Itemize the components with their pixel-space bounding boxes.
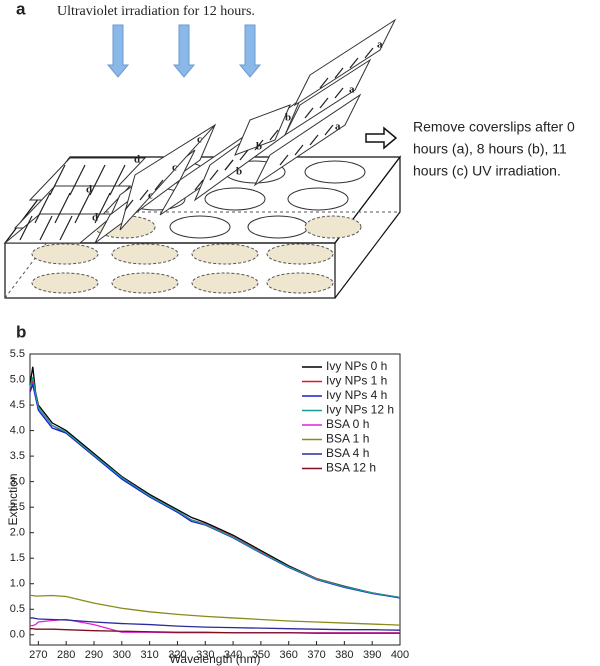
note-line: Remove coverslips after 0 — [413, 119, 575, 135]
x-tick-label: 310 — [140, 649, 158, 661]
y-tick-label: 5.0 — [10, 373, 25, 385]
series-line — [30, 594, 401, 626]
y-tick-label: 3.0 — [10, 476, 25, 488]
slide-label: b — [236, 166, 242, 178]
plot-frame — [29, 353, 401, 646]
legend-label: Ivy NPs 0 h — [326, 359, 387, 373]
slide-label: a — [335, 121, 341, 133]
well-plate — [3, 18, 402, 299]
legend-label: BSA 1 h — [326, 432, 369, 446]
x-axis-label: Wavelength (nm) — [170, 652, 261, 666]
series-line — [29, 376, 401, 599]
x-tick-label: 270 — [29, 649, 47, 661]
series-line — [30, 617, 401, 631]
note: Remove coverslips after 0 hours (a), 8 ho… — [413, 119, 575, 179]
panel-b-chart: b 270 280 290 300 310 320 330 340 350 360 370 380 390… — [6, 322, 409, 666]
slide-label: a — [377, 39, 383, 51]
slide-label: b — [256, 141, 262, 153]
x-tick-label: 290 — [85, 649, 103, 661]
legend-label: BSA 0 h — [326, 417, 369, 431]
x-tick-label: 320 — [168, 649, 186, 661]
y-tick-label: 0.0 — [10, 629, 25, 641]
note-line: hours (a), 8 hours (b), 11 — [413, 141, 567, 157]
slide-label: a — [349, 84, 355, 96]
legend-label: BSA 12 h — [326, 461, 376, 475]
uv-arrows — [106, 24, 262, 78]
caption: Ultraviolet irradiation for 12 hours. — [57, 4, 255, 19]
y-tick-label: 1.0 — [10, 578, 25, 590]
slide-label: d — [86, 184, 92, 196]
slide-labels: a a a b b b c c c d d d — [86, 39, 383, 224]
x-tick-label: 400 — [391, 649, 409, 661]
y-tick-label: 5.5 — [10, 348, 25, 360]
y-tick-label: 4.5 — [10, 399, 25, 411]
x-tick-label: 300 — [113, 649, 131, 661]
series-line — [30, 628, 400, 634]
legend-label: Ivy NPs 12 h — [326, 403, 394, 417]
legend-label: Ivy NPs 4 h — [326, 388, 387, 402]
x-tick-label: 370 — [307, 649, 325, 661]
y-tick-label: 2.5 — [10, 501, 25, 513]
note-line: hours (c) UV irradiation. — [413, 163, 561, 179]
legend-label: Ivy NPs 1 h — [326, 374, 387, 388]
legend-label: BSA 4 h — [326, 446, 369, 460]
y-tick-label: 1.5 — [10, 552, 25, 564]
y-tick-label: 3.5 — [10, 450, 25, 462]
x-tick-label: 380 — [335, 649, 353, 661]
x-tick-label: 360 — [280, 649, 298, 661]
x-tick-label: 280 — [57, 649, 75, 661]
slide-label: c — [172, 162, 177, 174]
panel-label: a — [16, 0, 26, 18]
x-tick-label: 350 — [252, 649, 270, 661]
x-tick-label: 340 — [224, 649, 242, 661]
x-tick-label: 390 — [363, 649, 381, 661]
slide-label: b — [285, 112, 291, 124]
slide-label: c — [148, 190, 153, 202]
y-tick-label: 4.0 — [10, 424, 25, 436]
y-tick-label: 0.5 — [10, 603, 25, 615]
x-tick-label: 330 — [196, 649, 214, 661]
slide-label: d — [92, 212, 98, 224]
y-tick-label: 2.0 — [10, 527, 25, 539]
y-axis-label: Extinction — [6, 473, 20, 525]
panel-label: b — [16, 322, 26, 341]
panel-a-diagram: a Ultraviolet irradiation for 12 hours. — [3, 0, 575, 299]
slide-label: c — [197, 134, 202, 146]
slide-label: d — [134, 154, 140, 166]
